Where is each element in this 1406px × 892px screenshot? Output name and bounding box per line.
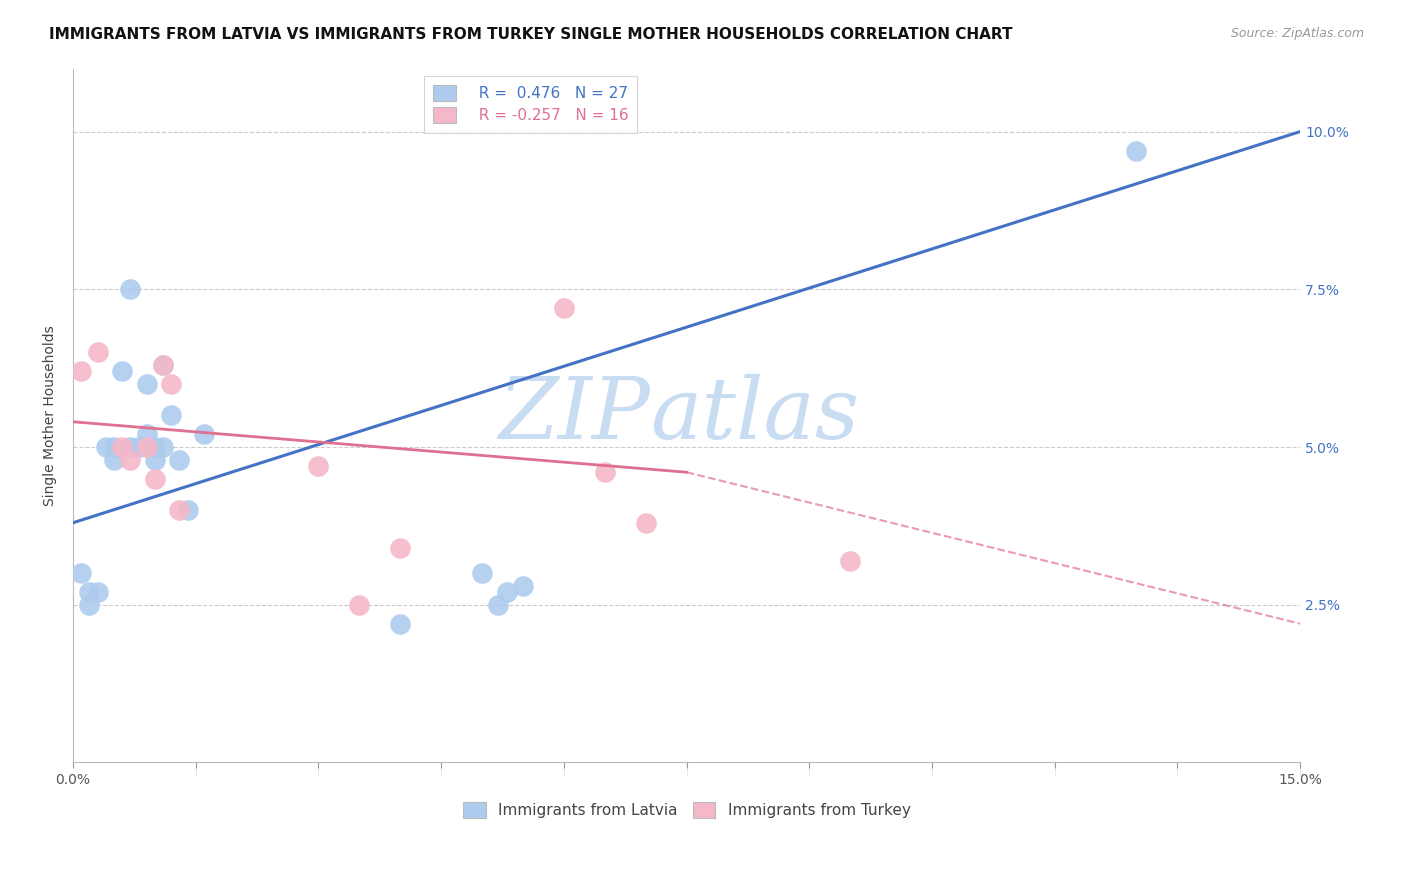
Point: [103, 452, 125, 467]
Point: [495, 585, 517, 599]
Point: [169, 452, 191, 467]
Point: [70, 364, 93, 378]
Point: [128, 440, 150, 454]
Point: [176, 503, 198, 517]
Point: [1125, 144, 1147, 158]
Point: [120, 452, 142, 467]
Point: [169, 503, 191, 517]
Point: [120, 282, 142, 296]
Point: [120, 440, 142, 454]
Point: [308, 458, 330, 473]
Point: [111, 440, 134, 454]
Point: [79, 598, 101, 612]
Point: [143, 452, 166, 467]
Point: [152, 440, 174, 454]
Point: [135, 427, 157, 442]
Point: [512, 579, 534, 593]
Point: [593, 465, 616, 479]
Point: [193, 427, 215, 442]
Point: [160, 376, 183, 391]
Point: [70, 566, 93, 581]
Text: IMMIGRANTS FROM LATVIA VS IMMIGRANTS FROM TURKEY SINGLE MOTHER HOUSEHOLDS CORREL: IMMIGRANTS FROM LATVIA VS IMMIGRANTS FRO…: [49, 27, 1012, 42]
Point: [143, 440, 166, 454]
Point: [471, 566, 494, 581]
Text: ZIP: ZIP: [498, 374, 650, 457]
Point: [152, 358, 174, 372]
Point: [143, 472, 166, 486]
Point: [349, 598, 371, 612]
Point: [160, 409, 183, 423]
Point: [839, 553, 862, 567]
Text: atlas: atlas: [650, 374, 859, 457]
Y-axis label: Single Mother Households: Single Mother Households: [44, 325, 58, 506]
Point: [152, 358, 174, 372]
Point: [103, 440, 125, 454]
Point: [94, 440, 117, 454]
Point: [389, 541, 412, 555]
Legend: Immigrants from Latvia, Immigrants from Turkey: Immigrants from Latvia, Immigrants from …: [457, 796, 917, 824]
Point: [79, 585, 101, 599]
Point: [111, 364, 134, 378]
Text: Source: ZipAtlas.com: Source: ZipAtlas.com: [1230, 27, 1364, 40]
Point: [488, 598, 510, 612]
Point: [135, 440, 157, 454]
Point: [553, 301, 575, 316]
Point: [86, 585, 108, 599]
Point: [135, 376, 157, 391]
Point: [634, 516, 657, 530]
Point: [86, 345, 108, 359]
Point: [389, 616, 412, 631]
